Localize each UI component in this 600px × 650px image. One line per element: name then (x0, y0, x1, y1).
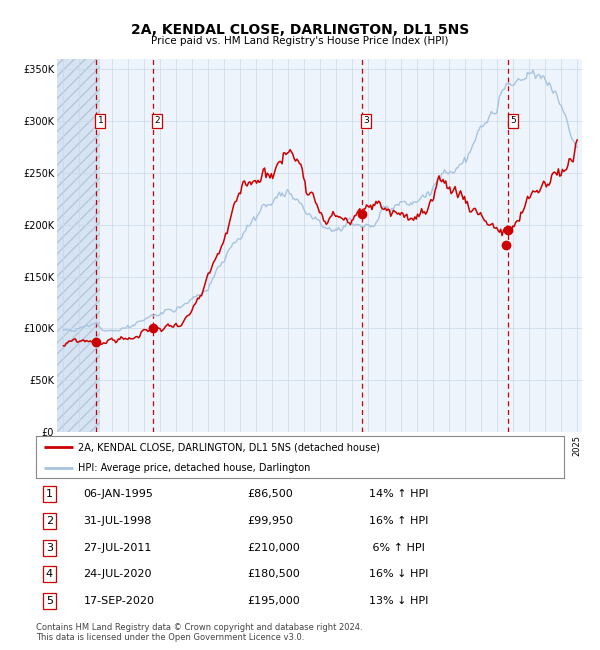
Text: 06-JAN-1995: 06-JAN-1995 (83, 489, 154, 499)
Text: 17-SEP-2020: 17-SEP-2020 (83, 596, 155, 606)
Text: 16% ↑ HPI: 16% ↑ HPI (368, 516, 428, 526)
Text: 13% ↓ HPI: 13% ↓ HPI (368, 596, 428, 606)
Text: 5: 5 (510, 116, 515, 125)
Text: 4: 4 (46, 569, 53, 579)
Text: 2: 2 (46, 516, 53, 526)
Text: 2A, KENDAL CLOSE, DARLINGTON, DL1 5NS (detached house): 2A, KENDAL CLOSE, DARLINGTON, DL1 5NS (d… (78, 443, 380, 452)
Text: 14% ↑ HPI: 14% ↑ HPI (368, 489, 428, 499)
Text: 2A, KENDAL CLOSE, DARLINGTON, DL1 5NS: 2A, KENDAL CLOSE, DARLINGTON, DL1 5NS (131, 23, 469, 37)
Text: £99,950: £99,950 (247, 516, 293, 526)
Text: 1: 1 (46, 489, 53, 499)
Bar (55, 58, 100, 432)
Text: 3: 3 (46, 543, 53, 552)
Text: Contains HM Land Registry data © Crown copyright and database right 2024.
This d: Contains HM Land Registry data © Crown c… (36, 623, 362, 642)
Text: 24-JUL-2020: 24-JUL-2020 (83, 569, 152, 579)
Text: £86,500: £86,500 (247, 489, 293, 499)
Text: £195,000: £195,000 (247, 596, 300, 606)
Text: 1: 1 (97, 116, 103, 125)
Text: 16% ↓ HPI: 16% ↓ HPI (368, 569, 428, 579)
Text: HPI: Average price, detached house, Darlington: HPI: Average price, detached house, Darl… (78, 463, 311, 473)
Text: 6% ↑ HPI: 6% ↑ HPI (368, 543, 425, 552)
Text: £210,000: £210,000 (247, 543, 300, 552)
Text: 27-JUL-2011: 27-JUL-2011 (83, 543, 152, 552)
Text: 2: 2 (155, 116, 160, 125)
Text: 3: 3 (363, 116, 369, 125)
Text: 5: 5 (46, 596, 53, 606)
Text: Price paid vs. HM Land Registry's House Price Index (HPI): Price paid vs. HM Land Registry's House … (151, 36, 449, 46)
Text: 31-JUL-1998: 31-JUL-1998 (83, 516, 152, 526)
Text: £180,500: £180,500 (247, 569, 300, 579)
